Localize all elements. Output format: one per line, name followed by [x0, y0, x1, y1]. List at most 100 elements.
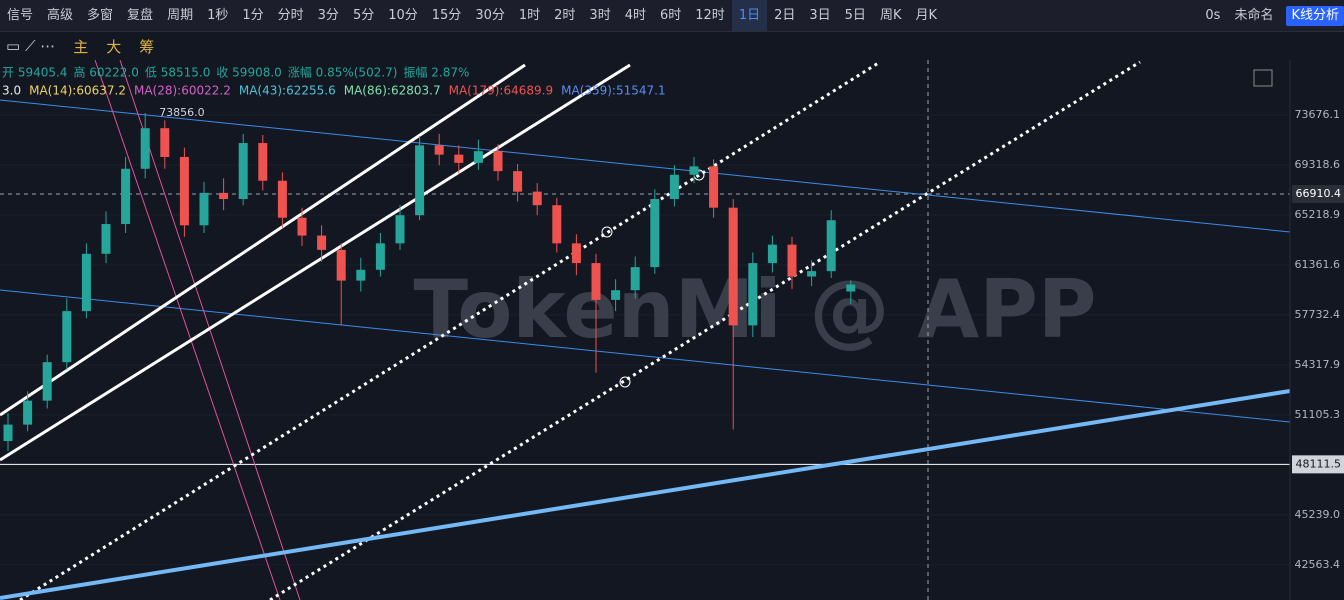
ohlc-info: 低 58515.0 [145, 66, 210, 80]
period-button[interactable]: 15分 [431, 8, 462, 23]
candle-body [219, 192, 229, 200]
candle-body [101, 224, 111, 254]
candle-body [493, 151, 503, 172]
toolbar-button[interactable]: 周期 [167, 8, 194, 23]
candle-body [709, 166, 719, 208]
drawing-label[interactable]: 主 [73, 37, 89, 56]
candle-body [748, 263, 758, 326]
candle-body [669, 174, 679, 200]
candle-body [473, 151, 483, 163]
price-tag-bg [1292, 184, 1344, 203]
ma-info: 3.0 [2, 84, 21, 98]
y-tick-label: 65218.9 [1295, 208, 1341, 221]
y-tick-label: 73676.1 [1295, 108, 1341, 121]
candle-body [434, 145, 444, 155]
price-tag: 66910.4 [1296, 187, 1342, 200]
candle-body [532, 191, 542, 206]
ma-info: MA(28):60022.2 [134, 84, 231, 98]
period-button[interactable]: 月K [915, 8, 937, 23]
price-tag: 48111.5 [1296, 457, 1342, 470]
period-button[interactable]: 6时 [659, 8, 682, 23]
layout-name[interactable]: 未命名 [1234, 8, 1274, 23]
y-tick-label: 69318.6 [1295, 158, 1341, 171]
delay: 0s [1205, 8, 1221, 23]
y-tick-label: 57732.4 [1295, 308, 1341, 321]
y-tick-label: 51105.3 [1295, 408, 1341, 421]
period-button[interactable]: 分时 [277, 8, 304, 23]
toolbar-button[interactable]: 复盘 [127, 8, 154, 23]
top-toolbar: 信号 高级 多窗 复盘 周期 1秒 1分 分时 3分 5分 10分 15分 30分 1时 2时 3时 4时 6时 1… [0, 0, 1344, 32]
period-button[interactable]: 3时 [589, 8, 611, 23]
candle-body [591, 263, 601, 300]
candle-body [767, 244, 777, 264]
candle-body [513, 171, 523, 192]
candle-body [375, 243, 385, 270]
candle-body [179, 156, 189, 226]
candle-body [415, 145, 425, 216]
analysis-button[interactable]: K线分析 [1286, 5, 1344, 26]
drawing-label[interactable]: 筹 [139, 37, 155, 56]
candle-body [62, 311, 72, 363]
ohlc-info: 振幅 2.87% [403, 65, 469, 80]
toolbar-button[interactable]: 高级 [47, 8, 74, 23]
candle-body [160, 128, 170, 157]
ma-info: MA(43):62255.6 [239, 84, 336, 98]
toolbar-button[interactable]: 信号 [7, 8, 34, 23]
candle-body [552, 205, 562, 244]
candle-body [689, 166, 699, 175]
y-tick-label: 42563.4 [1295, 558, 1341, 571]
period-button[interactable]: 2时 [554, 8, 576, 23]
period-button[interactable]: 5日 [844, 8, 866, 23]
period-button[interactable]: 1秒 [207, 8, 229, 23]
period-button[interactable]: 3日 [809, 8, 831, 23]
candle-body [336, 249, 346, 281]
period-button[interactable]: 12时 [695, 8, 725, 23]
ohlc-info: 收 59908.0 [216, 66, 281, 80]
ohlc-info: 高 60222.0 [73, 65, 138, 80]
candle-body [356, 269, 366, 281]
ma-info: MA(179):64689.9 [449, 84, 554, 98]
period-button[interactable]: 30分 [475, 8, 505, 23]
y-tick-label: 45239.0 [1295, 508, 1341, 521]
candle-body [846, 284, 856, 292]
candle-body [787, 244, 797, 277]
drawing-toolbar: ▭ ⟋ ⋯ 主大筹 [0, 32, 1344, 61]
period-button[interactable]: 2日 [774, 8, 796, 23]
candle-body [238, 143, 248, 200]
toolbar-button[interactable]: 多窗 [87, 8, 114, 23]
period-button[interactable]: 5分 [352, 8, 375, 23]
y-tick-label: 61361.6 [1295, 258, 1341, 271]
candle-body [571, 243, 581, 264]
candle-body [277, 180, 287, 218]
period-button[interactable]: 10分 [388, 8, 418, 23]
period-button[interactable]: 1日 [731, 0, 768, 31]
period-button[interactable]: 1时 [518, 8, 541, 23]
period-button[interactable]: 3分 [317, 8, 339, 23]
icons: ▭ ⟋ ⋯ [6, 37, 56, 55]
candle-body [630, 267, 640, 291]
ohlc-info: 开 59405.4 [2, 66, 67, 80]
candle-body [140, 128, 150, 169]
candle-body [297, 217, 307, 236]
period-button[interactable]: 周K [879, 8, 902, 23]
ma-info: MA(86):62803.7 [344, 84, 441, 98]
candle-body [650, 199, 660, 268]
candle-body [121, 168, 131, 225]
chart: TokenMi @ APP 73676.169318.665218.961361… [0, 60, 1344, 600]
candle-body [395, 215, 405, 244]
high-marker: 73856.0 [159, 106, 205, 119]
drawing-label[interactable]: 大 [106, 37, 122, 56]
candle-body [454, 154, 464, 163]
ma-info: MA(14):60637.2 [29, 84, 126, 98]
candle-body [3, 424, 13, 442]
candle-body [317, 235, 327, 250]
candle-body [826, 220, 836, 272]
ohlc-info: 涨幅 0.85%(502.7) [288, 65, 398, 80]
candle-body [42, 362, 52, 401]
candle-body [258, 143, 268, 181]
candle-body [728, 207, 738, 326]
period-button[interactable]: 4时 [624, 8, 646, 23]
period-button[interactable]: 1分 [242, 8, 264, 23]
candle-body [611, 290, 621, 300]
